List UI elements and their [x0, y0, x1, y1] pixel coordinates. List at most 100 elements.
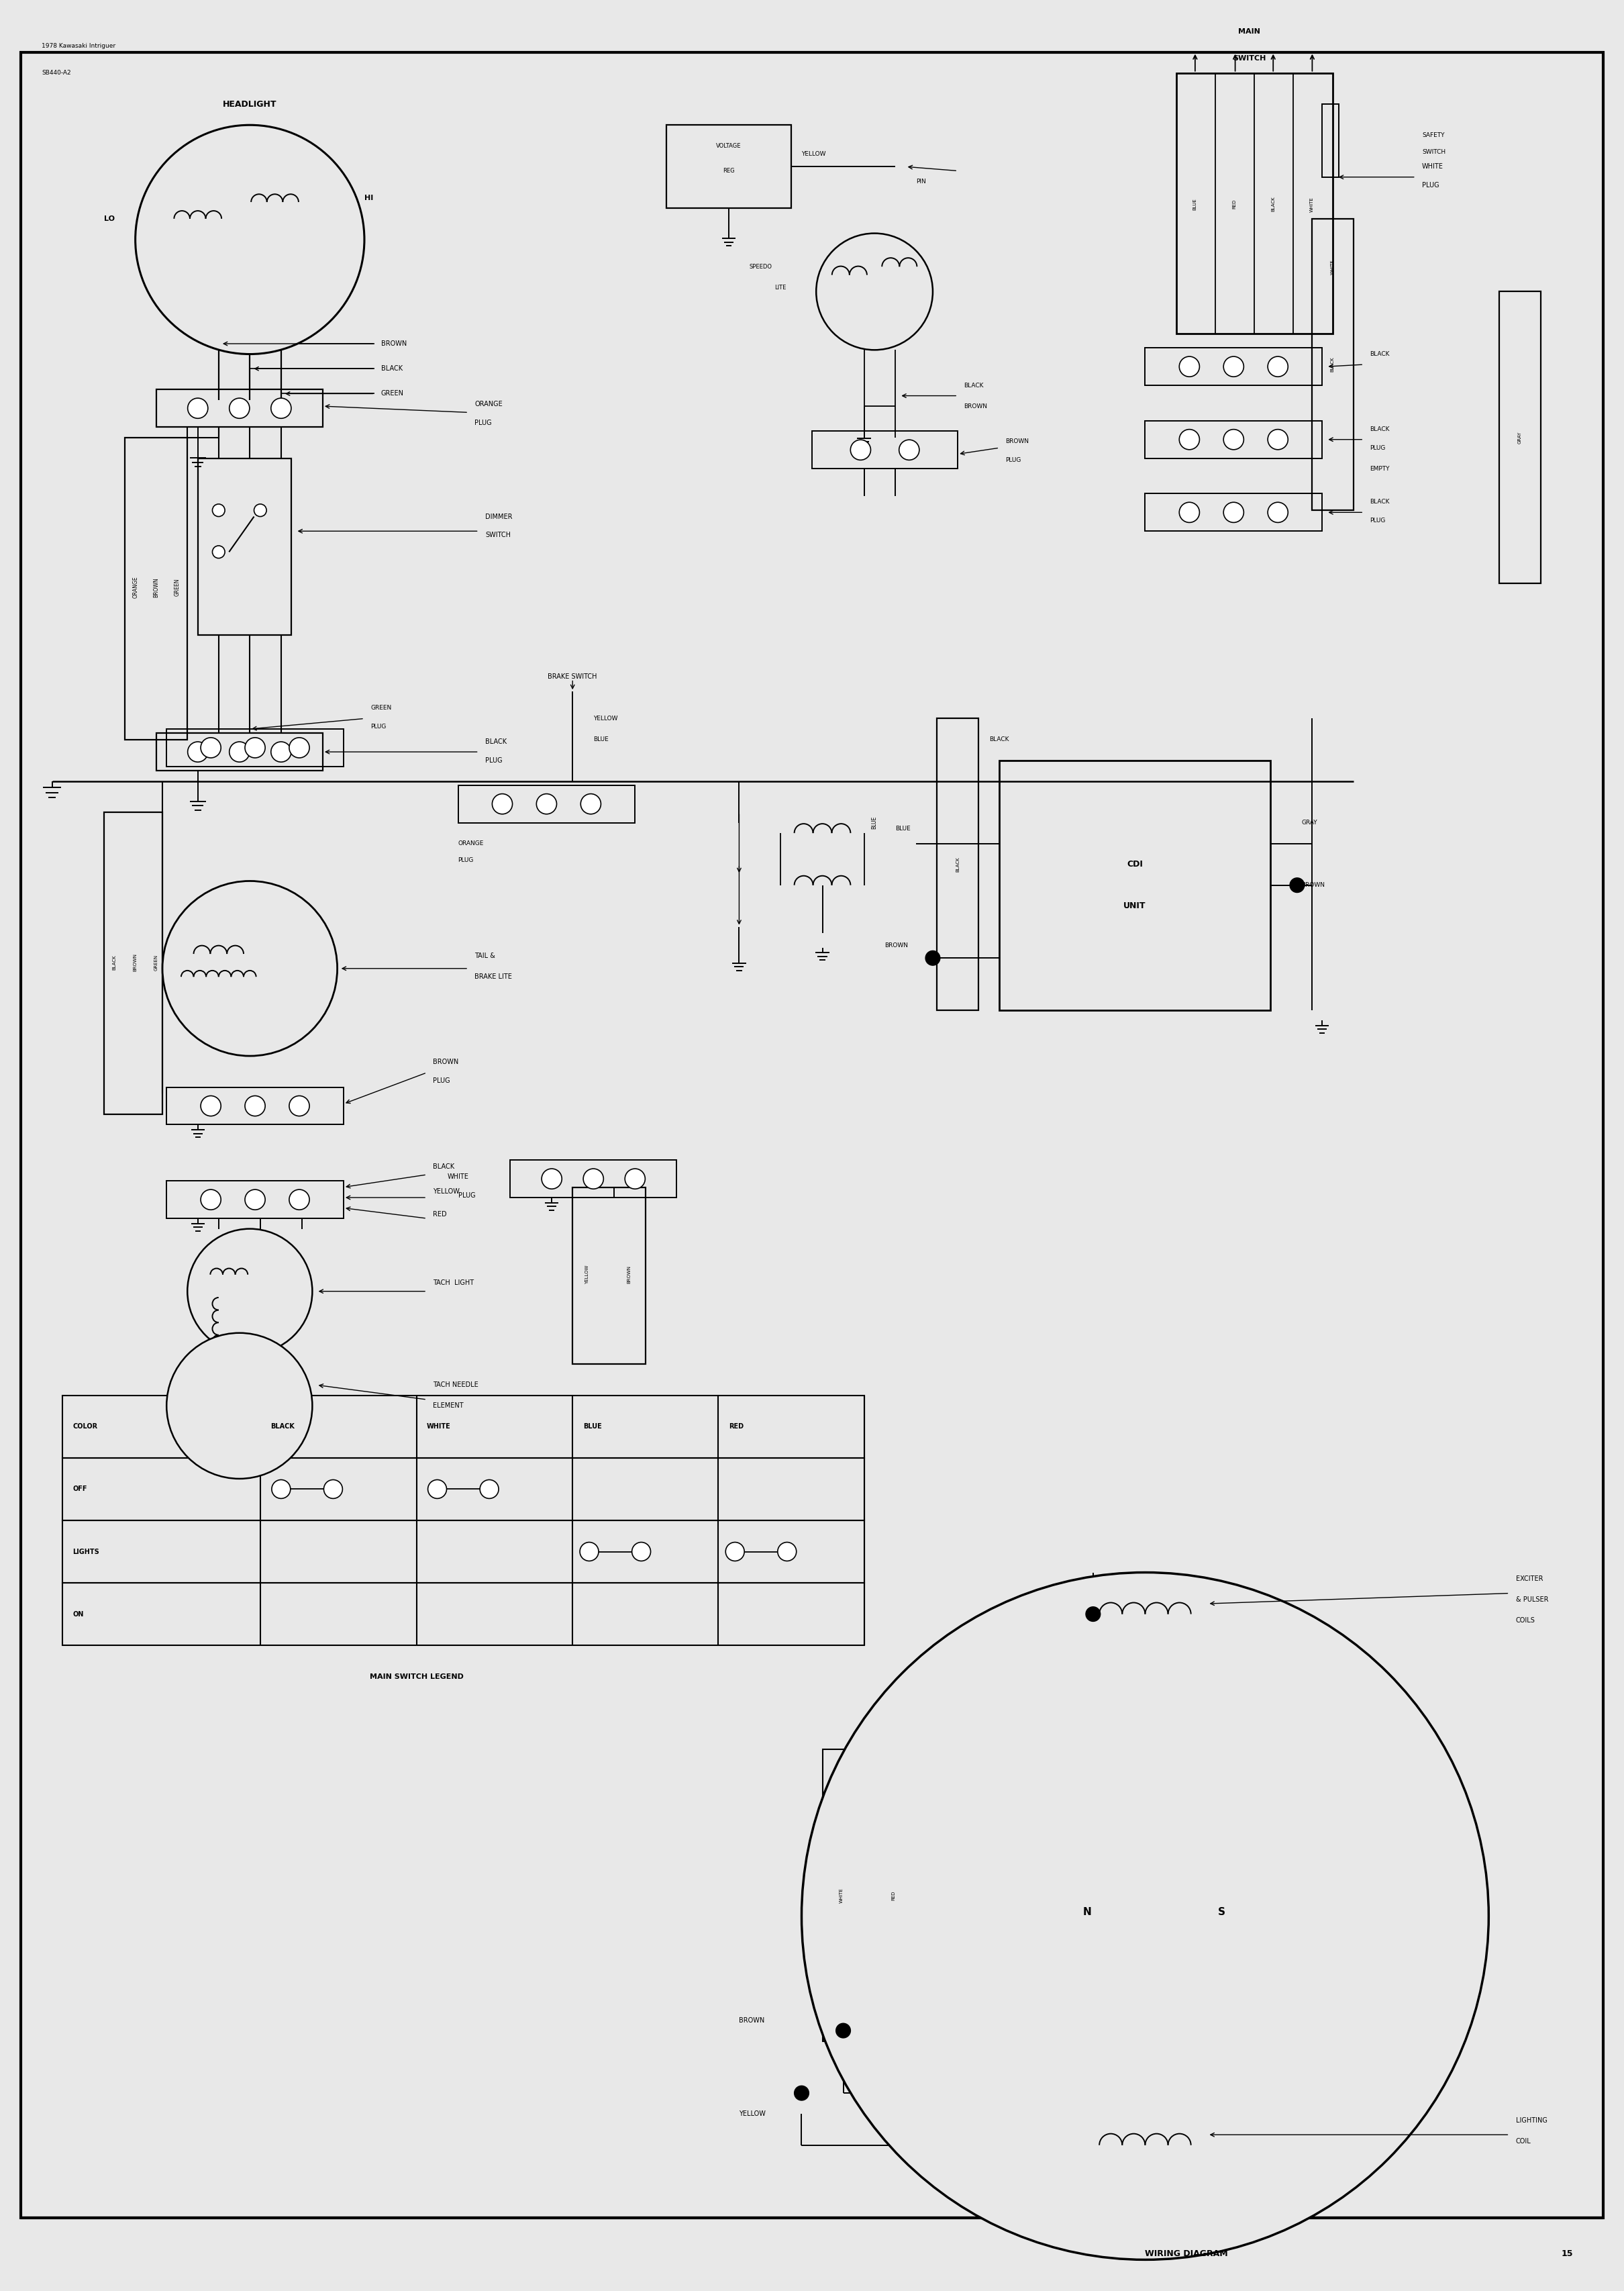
Text: BLACK: BLACK — [965, 383, 984, 389]
Bar — [1145, 422, 1322, 458]
Bar — [1176, 73, 1333, 332]
Text: YELLOW: YELLOW — [585, 1265, 590, 1285]
Circle shape — [289, 738, 310, 758]
Circle shape — [778, 1542, 796, 1560]
Circle shape — [271, 742, 291, 763]
Circle shape — [188, 742, 208, 763]
Circle shape — [580, 1542, 599, 1560]
Text: BLUE: BLUE — [895, 827, 911, 832]
Text: DIMMER: DIMMER — [486, 513, 512, 520]
Circle shape — [542, 1168, 562, 1189]
Bar — [104, 813, 162, 1113]
Circle shape — [167, 1333, 312, 1478]
Text: SWITCH: SWITCH — [1233, 55, 1265, 62]
Bar — [573, 1187, 645, 1363]
Bar — [125, 438, 187, 740]
Text: TACH  LIGHT: TACH LIGHT — [434, 1281, 474, 1285]
Text: YELLOW: YELLOW — [593, 715, 617, 722]
Text: RED: RED — [1233, 199, 1236, 208]
Circle shape — [213, 504, 224, 515]
Text: BLACK: BLACK — [1371, 499, 1390, 504]
Text: ON: ON — [73, 1611, 84, 1617]
Text: OFF: OFF — [73, 1487, 88, 1491]
Text: GRAY: GRAY — [1518, 431, 1522, 444]
Bar — [198, 458, 291, 635]
Text: BROWN: BROWN — [382, 341, 406, 346]
Text: BLACK: BLACK — [1330, 357, 1335, 371]
Circle shape — [1268, 502, 1288, 522]
Text: BLACK: BLACK — [1371, 426, 1390, 433]
Circle shape — [289, 1189, 310, 1210]
Circle shape — [1223, 502, 1244, 522]
Text: COILS: COILS — [1515, 1617, 1535, 1624]
Circle shape — [245, 738, 265, 758]
Text: BLACK: BLACK — [434, 1164, 455, 1171]
Text: SWITCH: SWITCH — [1423, 149, 1445, 156]
Text: COLOR: COLOR — [73, 1423, 97, 1430]
Text: WHITE: WHITE — [427, 1423, 451, 1430]
Circle shape — [245, 1095, 265, 1116]
Circle shape — [900, 440, 919, 460]
Text: GRAY: GRAY — [1301, 820, 1317, 825]
Circle shape — [536, 793, 557, 813]
Circle shape — [323, 1480, 343, 1498]
Text: ORANGE: ORANGE — [474, 401, 503, 408]
Bar — [822, 1750, 859, 2041]
Text: BRAKE SWITCH: BRAKE SWITCH — [547, 674, 598, 680]
Text: ORANGE: ORANGE — [458, 841, 484, 848]
Text: WHITE: WHITE — [840, 1888, 843, 1904]
Text: BLACK: BLACK — [271, 1423, 294, 1430]
Text: WHITE: WHITE — [448, 1173, 469, 1180]
Text: EMPTY: EMPTY — [1371, 465, 1390, 472]
Bar — [999, 761, 1270, 1010]
Circle shape — [817, 234, 932, 351]
Text: PLUG: PLUG — [474, 419, 492, 426]
Bar — [156, 733, 323, 770]
Circle shape — [213, 545, 224, 559]
Text: YELLOW: YELLOW — [802, 151, 827, 158]
Bar — [1312, 218, 1353, 511]
Text: PLUG: PLUG — [486, 756, 502, 763]
Text: RED: RED — [434, 1212, 447, 1217]
Bar — [62, 1395, 864, 1457]
Text: PLUG: PLUG — [458, 857, 474, 864]
Bar — [1145, 493, 1322, 532]
Circle shape — [187, 1228, 312, 1354]
Circle shape — [229, 399, 250, 419]
Circle shape — [1179, 428, 1200, 449]
Circle shape — [188, 399, 208, 419]
Bar — [1145, 348, 1322, 385]
Bar — [666, 126, 791, 208]
Circle shape — [581, 793, 601, 813]
Text: ELEMENT: ELEMENT — [434, 1402, 464, 1409]
Text: BROWN: BROWN — [627, 1265, 630, 1283]
Circle shape — [1223, 428, 1244, 449]
Circle shape — [625, 1168, 645, 1189]
Text: BLUE: BLUE — [583, 1423, 601, 1430]
Bar — [1020, 1853, 1270, 1979]
Circle shape — [271, 1480, 291, 1498]
Circle shape — [201, 1189, 221, 1210]
Text: WHITE: WHITE — [1309, 197, 1314, 211]
Circle shape — [289, 1095, 310, 1116]
Bar — [874, 1750, 913, 2041]
Text: TACH NEEDLE: TACH NEEDLE — [434, 1381, 479, 1388]
Text: BROWN: BROWN — [885, 942, 908, 948]
Text: PLUG: PLUG — [1423, 181, 1439, 188]
Text: BLACK: BLACK — [1371, 351, 1390, 357]
Circle shape — [583, 1168, 604, 1189]
Text: S: S — [1218, 1906, 1226, 1918]
Circle shape — [245, 1189, 265, 1210]
Text: REG: REG — [723, 167, 734, 174]
Text: PLUG: PLUG — [1005, 458, 1021, 463]
Text: GREEN: GREEN — [174, 577, 180, 596]
Circle shape — [271, 399, 291, 419]
Circle shape — [836, 2023, 851, 2039]
Text: N: N — [1083, 1906, 1091, 1918]
Text: BROWN: BROWN — [434, 1058, 458, 1065]
Circle shape — [229, 742, 250, 763]
Text: BLUE: BLUE — [872, 816, 877, 829]
Text: BROWN: BROWN — [739, 2016, 765, 2023]
Text: BLACK: BLACK — [486, 738, 507, 745]
Text: WIRING DIAGRAM: WIRING DIAGRAM — [1145, 2250, 1228, 2259]
